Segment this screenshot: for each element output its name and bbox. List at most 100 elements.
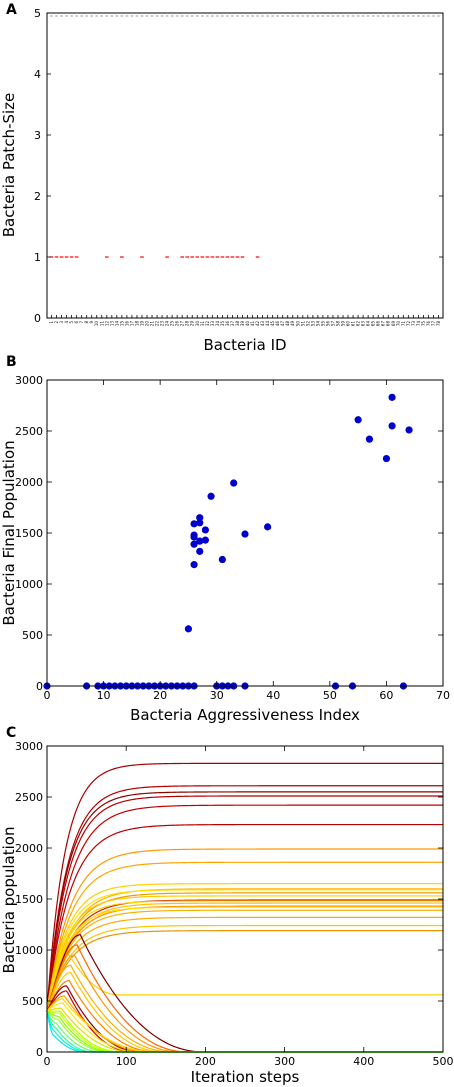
panel-c-series-line (46, 823, 443, 1012)
panel-c-x-tick-label: 400 (353, 1055, 374, 1068)
panel-a-x-tick-label: 45 (270, 321, 275, 327)
panel-a-x-tick-label: 5 (69, 321, 74, 324)
panel-b-point (405, 426, 413, 434)
panel-c-series-line (46, 902, 443, 1012)
panel-c-series-line (46, 906, 443, 1012)
panel-letter-a: A (6, 2, 17, 18)
panel-a-x-tick-label: 74 (416, 321, 421, 327)
panel-c-y-tick-label: 500 (22, 995, 43, 1008)
panel-a-x-tick-label: 56 (325, 321, 330, 327)
panel-a-x-tick-label: 23 (160, 321, 165, 327)
panel-b-point (264, 523, 272, 531)
panel-b-point (190, 540, 198, 548)
panel-c-series-line (46, 909, 443, 1012)
panel-c-series-line (46, 804, 443, 1012)
panel-a-y-tick-label: 5 (34, 7, 41, 20)
panel-c-series-line (46, 791, 443, 1012)
panel-c-series-line (46, 895, 443, 1012)
panel-a-x-tick-label: 55 (320, 321, 325, 327)
panel-b-point (196, 547, 204, 555)
panel-a-x-tick-label: 42 (255, 321, 260, 327)
panel-a-x-tick-label: 18 (134, 321, 139, 327)
panel-a-x-tick-label: 11 (99, 321, 104, 327)
panel-a-x-tick-label: 2 (54, 321, 59, 324)
panel-b-point (190, 531, 198, 539)
panel-a-x-tick-label: 3 (59, 321, 64, 324)
panel-a-x-tick-label: 8 (84, 321, 89, 324)
panel-letter-b: B (6, 354, 17, 370)
panel-c-x-tick-label: 200 (195, 1055, 216, 1068)
panel-b-y-tick-label: 2500 (15, 425, 43, 438)
panel-b-point (354, 416, 362, 424)
panel-a-x-tick-label: 66 (376, 321, 381, 327)
panel-c-ticks: 0 500 1000 1500 2000 2500 3000 0 100 200 300 400 500 (15, 740, 454, 1068)
panel-c-series-line (46, 785, 443, 1012)
panel-a-x-tick-label: 40 (245, 321, 250, 327)
panel-b-x-tick-label: 0 (44, 689, 51, 702)
panel-a-x-tick-label: 36 (225, 321, 230, 327)
panel-a-x-tick-label: 29 (190, 321, 195, 327)
panel-c-series-line (46, 883, 443, 1012)
panel-a-x-tick-label: 31 (200, 321, 205, 327)
panel-c-series-line (46, 916, 443, 1012)
panel-b-point (382, 454, 391, 463)
panel-a-x-tick-label: 22 (155, 321, 160, 327)
panel-a-x-tick-label: 33 (210, 321, 215, 327)
panel-a-x-tick-label: 16 (124, 321, 129, 327)
panel-a-x-tick-label: 73 (411, 321, 416, 327)
panel-a-x-tick-label: 57 (330, 321, 335, 327)
panel-c-series-line (46, 954, 443, 1012)
panel-a-x-tick-label: 26 (175, 321, 180, 327)
panel-c-y-tick-label: 0 (36, 1046, 43, 1059)
panel-a-x-tick-label: 60 (346, 321, 351, 327)
panel-a-x-tick-label: 21 (150, 321, 155, 327)
panel-b-marks (43, 393, 413, 690)
panel-a-x-tick-label: 25 (170, 321, 175, 327)
panel-c-series-line (46, 1002, 443, 1053)
panel-a-x-tick-label: 46 (275, 321, 280, 327)
panel-b-x-tick-label: 20 (153, 689, 167, 702)
panel-a-x-tick-label: 28 (185, 321, 190, 327)
panel-a-x-tick-label: 68 (386, 321, 391, 327)
panel-c-y-tick-label: 1000 (15, 944, 43, 957)
panel-c-marks (46, 762, 443, 1053)
panel-a-x-tick-label: 24 (165, 321, 170, 327)
panel-a-y-tick-label: 1 (34, 251, 41, 264)
panel-b-ticks: 0 500 1000 1500 2000 2500 3000 0 10 20 30 40 50 60 70 (15, 374, 450, 702)
panel-b-point (190, 561, 198, 569)
panel-a-x-tick-label: 12 (104, 321, 109, 327)
panel-a-x-tick-label: 54 (315, 321, 320, 327)
panel-a-x-tick-label: 61 (351, 321, 356, 327)
panel-c-series-line (46, 944, 443, 1053)
panel-a-x-tick-label: 10 (94, 321, 99, 327)
panel-c-y-tick-label: 2500 (15, 791, 43, 804)
panel-a-y-tick-label: 0 (34, 312, 41, 325)
panel-b-x-tick-label: 40 (266, 689, 280, 702)
panel-a-x-axis-title: Bacteria ID (203, 336, 286, 354)
panel-a-x-tick-label: 37 (230, 321, 235, 327)
panel-a-x-tick-label: 49 (290, 321, 295, 327)
panel-a-x-tick-label: 30 (195, 321, 200, 327)
panel-a-x-tick-label: 72 (406, 321, 411, 327)
panel-b-point (207, 492, 215, 500)
panel-c-series-line (46, 762, 443, 1012)
panel-a-x-tick-label: 47 (280, 321, 285, 327)
panel-a-y-axis-title: Bacteria Patch-Size (0, 93, 18, 238)
panel-b-point (201, 536, 209, 544)
panel-a-x-tick-label: 70 (396, 321, 401, 327)
panel-c-y-tick-label: 1500 (15, 893, 43, 906)
panel-b-y-tick-label: 0 (36, 680, 43, 693)
panel-a-x-tick-label: 27 (180, 321, 185, 327)
panel-b-point (196, 514, 204, 522)
panel-b-y-tick-label: 500 (22, 629, 43, 642)
panel-b-point (218, 555, 226, 564)
panel-b-point (196, 519, 204, 527)
panel-c-series-line (46, 795, 443, 1012)
panel-a-x-tick-label: 71 (401, 321, 406, 327)
panel-b-point (365, 435, 374, 443)
panel-a-x-tick-label: 9 (89, 321, 94, 324)
panel-a-y-tick-label: 2 (34, 190, 41, 203)
panel-b-y-tick-label: 3000 (15, 374, 43, 387)
panel-c-chart: 0 500 1000 1500 2000 2500 3000 0 100 200 300 400 500… (0, 740, 454, 1086)
